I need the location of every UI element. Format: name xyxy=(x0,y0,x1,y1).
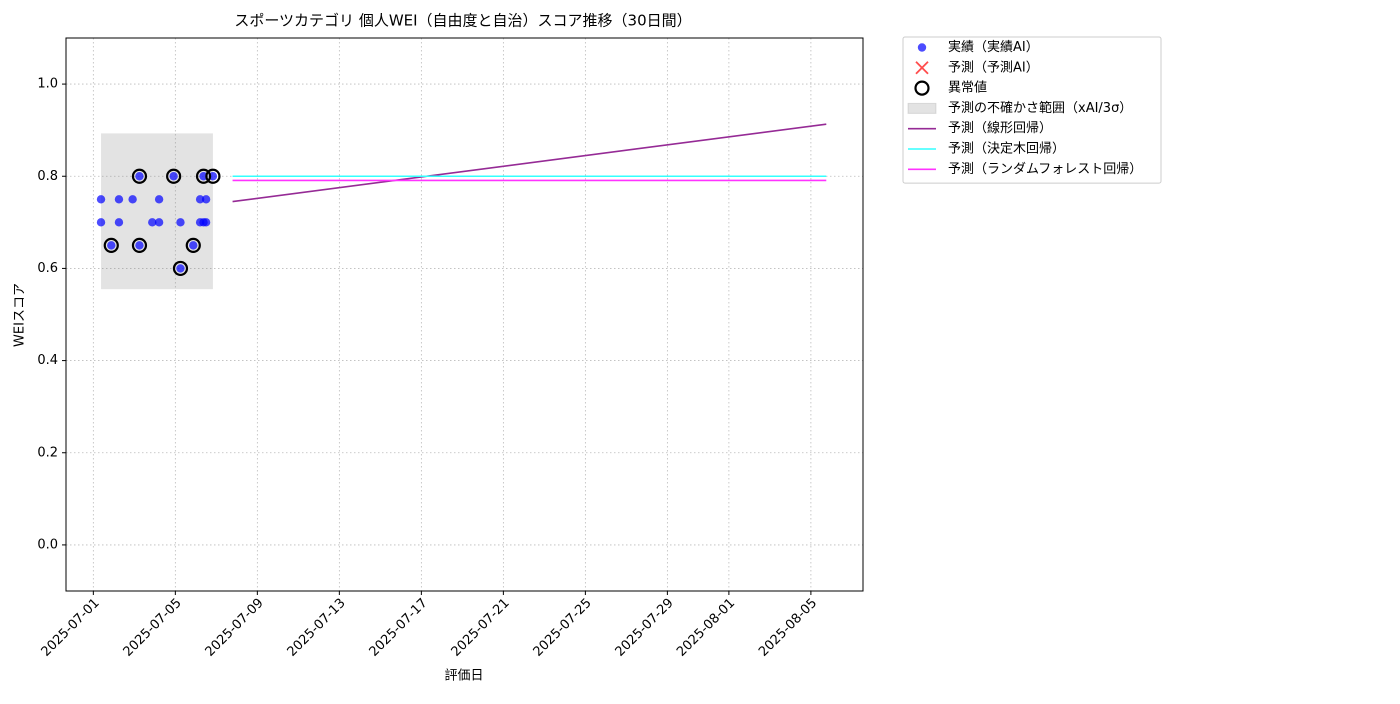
actual-point xyxy=(195,195,205,204)
x-tick-label: 2025-08-01 xyxy=(674,596,738,660)
actual-point xyxy=(114,218,124,227)
x-tick-label: 2025-07-05 xyxy=(121,596,185,660)
actual-point xyxy=(96,195,106,204)
actual-point xyxy=(176,264,185,273)
x-tick-label: 2025-07-21 xyxy=(449,596,513,660)
y-tick-label: 0.4 xyxy=(37,353,58,368)
outlier-marker xyxy=(205,168,221,184)
actual-point xyxy=(176,218,185,227)
actual-point xyxy=(154,195,164,204)
legend-marker xyxy=(917,43,927,52)
actual-point xyxy=(107,241,116,250)
actual-point xyxy=(154,218,164,227)
legend-label: 予測（線形回帰） xyxy=(948,120,1052,136)
actual-point xyxy=(135,241,144,250)
chart-title: スポーツカテゴリ 個人WEI（自由度と自治）スコア推移（30日間） xyxy=(234,12,691,30)
x-tick-label: 2025-07-01 xyxy=(39,596,103,660)
x-axis-label: 評価日 xyxy=(444,669,483,684)
actual-point xyxy=(189,241,198,250)
outlier-marker xyxy=(131,168,148,184)
x-tick-label: 2025-07-17 xyxy=(367,596,431,660)
plot-frame xyxy=(65,37,864,592)
actual-point xyxy=(148,218,157,227)
actual-point xyxy=(201,195,211,204)
legend-marker xyxy=(914,80,930,96)
legend-label: 予測の不確かさ範囲（xAI/3σ） xyxy=(948,100,1132,116)
outlier-marker xyxy=(195,168,212,184)
legend-box xyxy=(902,36,1162,184)
x-tick-label: 2025-07-13 xyxy=(285,596,349,660)
uncertainty-band xyxy=(101,133,213,290)
forecast-line xyxy=(232,123,827,203)
x-tick-label: 2025-07-09 xyxy=(203,596,267,660)
y-tick-label: 0.0 xyxy=(37,537,58,552)
y-tick-label: 1.0 xyxy=(37,77,58,92)
legend-marker xyxy=(907,102,937,114)
legend-label: 異常値 xyxy=(948,80,987,96)
x-tick-label: 2025-07-29 xyxy=(613,596,677,660)
outlier-marker xyxy=(166,168,182,184)
x-tick-label: 2025-08-05 xyxy=(756,596,820,660)
legend-marker xyxy=(915,61,929,75)
x-tick-label: 2025-07-25 xyxy=(531,596,595,660)
legend-label: 予測（予測AI） xyxy=(948,60,1039,75)
actual-point xyxy=(135,172,144,181)
actual-point xyxy=(201,218,211,227)
y-tick-label: 0.8 xyxy=(37,169,58,184)
actual-point xyxy=(169,172,178,181)
legend-label: 予測（決定木回帰） xyxy=(948,141,1065,157)
actual-point xyxy=(96,218,106,227)
legend-label: 予測（ランダムフォレスト回帰） xyxy=(948,161,1142,177)
y-tick-label: 0.2 xyxy=(37,445,58,460)
actual-point xyxy=(114,195,124,204)
outlier-marker xyxy=(185,237,201,253)
outlier-marker xyxy=(103,237,119,253)
y-tick-label: 0.6 xyxy=(37,261,58,276)
outlier-marker xyxy=(131,237,148,253)
y-axis-label: WEIスコア xyxy=(13,283,28,347)
outlier-marker xyxy=(172,260,189,277)
actual-point xyxy=(128,195,137,204)
legend-label: 実績（実績AI） xyxy=(948,39,1039,55)
